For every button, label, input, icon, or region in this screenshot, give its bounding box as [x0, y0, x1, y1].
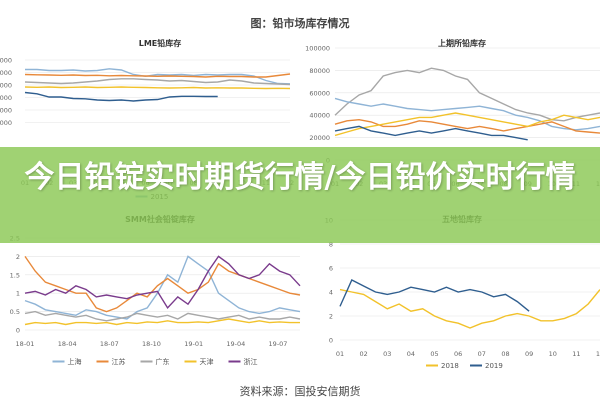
chart-five-region-inventory-xtick-label: 07 — [478, 350, 486, 358]
chart-five-region-inventory-xtick-label: 09 — [525, 350, 533, 358]
chart-smm-social-inventory-xtick-label: 19-07 — [269, 340, 288, 348]
chart-smm-social-inventory-xtick-label: 18-07 — [100, 340, 119, 348]
chart-lme-inventory-ytick-label: 50000 — [0, 94, 12, 102]
chart-shfe-inventory-ytick-label: 100000 — [305, 45, 330, 53]
chart-lme-inventory-ytick-label: 50000 — [0, 119, 12, 127]
chart-five-region-inventory-ytick-label: 8 — [329, 241, 333, 249]
chart-five-region-inventory-series-2-line — [339, 279, 530, 312]
chart-shfe-inventory-series-1-line — [334, 67, 600, 122]
chart-smm-social-inventory-legend-label: 广东 — [156, 357, 170, 366]
chart-five-region-inventory-ytick-label: 0 — [329, 337, 333, 345]
chart-lme-inventory-title: LME铅库存 — [139, 38, 182, 48]
chart-shfe-inventory-series-4-line — [334, 112, 600, 137]
chart-five-region-inventory-xtick-label: 12 — [596, 350, 600, 358]
chart-smm-social-inventory-legend-label: 江苏 — [112, 357, 126, 366]
chart-five-region-inventory-xtick-label: 04 — [407, 350, 415, 358]
figure-title: 图：铅市场库存情况 — [251, 16, 350, 30]
chart-five-region-inventory-legend-label: 2018 — [441, 362, 459, 370]
chart-smm-social-inventory-ytick-label: 1.5 — [10, 271, 20, 279]
chart-smm-social-inventory-xtick-label: 18-01 — [16, 340, 35, 348]
chart-smm-social-inventory-ytick-label: 0.5 — [10, 308, 20, 316]
chart-lme-inventory-series-1-line — [25, 68, 291, 85]
chart-smm-social-inventory-ytick-label: 1 — [16, 290, 20, 298]
chart-shfe-inventory-ytick-label: 80000 — [309, 67, 330, 75]
chart-lme-inventory-ytick-label: 00000 — [0, 82, 12, 90]
chart-smm-social-inventory-series-5-line — [24, 255, 301, 310]
chart-lme-inventory-series-2-line — [24, 73, 291, 78]
chart-shfe-inventory-ytick-label: 20000 — [309, 134, 330, 142]
chart-lme-inventory-series-4-line — [24, 86, 291, 90]
chart-five-region-inventory-ytick-label: 4 — [329, 289, 333, 297]
chart-five-region-inventory-legend-label: 2019 — [485, 362, 503, 370]
chart-lme-inventory-ytick-label: 00000 — [0, 107, 12, 115]
chart-smm-social-inventory-legend-label: 浙江 — [244, 357, 258, 366]
chart-five-region-inventory-xtick-label: 10 — [549, 350, 557, 358]
chart-five-region-inventory-xtick-label: 01 — [336, 350, 344, 358]
chart-smm-social-inventory-legend-label: 天津 — [200, 358, 214, 366]
chart-five-region-inventory-ytick-label: 6 — [329, 265, 333, 273]
title-banner — [0, 147, 600, 243]
chart-shfe-inventory-series-2-line — [334, 97, 600, 131]
chart-lme-inventory-ytick-label: 50000 — [0, 69, 12, 77]
chart-five-region-inventory-xtick-label: 02 — [359, 350, 367, 358]
chart-smm-social-inventory-xtick-label: 19-04 — [226, 340, 245, 348]
chart-shfe-inventory-ytick-label: 40000 — [309, 112, 330, 120]
chart-lme-inventory-series-5-line — [24, 91, 218, 102]
chart-smm-social-inventory-series-2-line — [24, 256, 301, 313]
chart-lme-inventory-ytick-label: 00000 — [0, 57, 12, 65]
chart-smm-social-inventory-ytick-label: 2 — [16, 253, 20, 261]
chart-shfe-inventory-title: 上期所铅库存 — [438, 38, 486, 48]
chart-smm-social-inventory-legend-label: 上海 — [68, 357, 82, 366]
chart-smm-social-inventory-series-4-line — [24, 318, 300, 326]
chart-five-region-inventory-xtick-label: 03 — [383, 350, 391, 358]
chart-smm-social-inventory-xtick-label: 18-04 — [58, 340, 77, 348]
chart-five-region-inventory-xtick-label: 08 — [501, 350, 509, 358]
chart-lme-inventory-series-3-line — [24, 78, 291, 86]
chart-smm-social-inventory-ytick-label: 0 — [16, 327, 20, 335]
chart-smm-social-inventory-xtick-label: 19-01 — [184, 340, 203, 348]
chart-five-region-inventory-xtick-label: 06 — [454, 350, 462, 358]
chart-five-region-inventory-series-1-line — [339, 288, 600, 329]
chart-five-region-inventory-xtick-label: 11 — [572, 350, 580, 358]
chart-shfe-inventory-series-5-line — [334, 125, 528, 141]
banner-title: 今日铅锭实时期货行情/今日铅价实时行情 — [24, 160, 576, 195]
chart-smm-social-inventory-series-1-line — [24, 255, 301, 320]
chart-five-region-inventory-ytick-label: 2 — [329, 313, 333, 321]
chart-shfe-inventory-ytick-label: 60000 — [309, 89, 330, 97]
chart-five-region-inventory-xtick-label: 05 — [430, 350, 438, 358]
chart-smm-social-inventory-xtick-label: 18-10 — [142, 340, 161, 348]
chart-smm-social-inventory-series-3-line — [24, 310, 301, 322]
figure-source: 资料来源：国投安信期货 — [240, 384, 361, 398]
